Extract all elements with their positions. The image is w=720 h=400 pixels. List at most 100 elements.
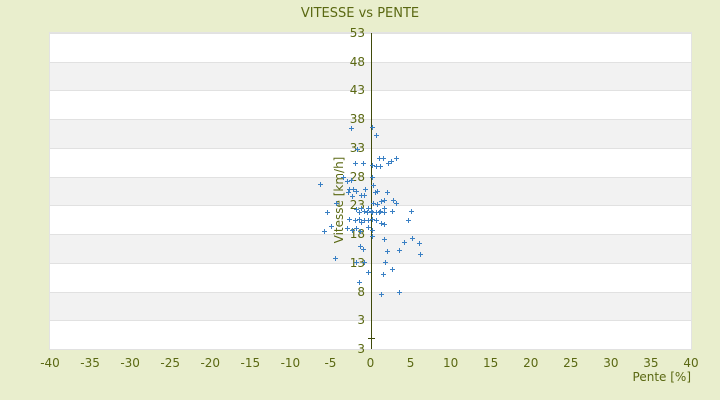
data-point bbox=[355, 146, 361, 152]
data-point bbox=[379, 292, 385, 298]
data-point bbox=[347, 187, 353, 193]
data-point bbox=[373, 164, 379, 170]
data-point bbox=[370, 216, 376, 222]
data-point bbox=[381, 206, 387, 212]
data-point bbox=[348, 177, 354, 183]
data-point bbox=[373, 209, 379, 215]
data-point bbox=[369, 227, 375, 233]
x-tick-label: -40 bbox=[40, 356, 60, 370]
x-tick-label: 0 bbox=[366, 356, 375, 370]
data-point bbox=[350, 227, 356, 233]
grid-line bbox=[50, 61, 691, 63]
x-tick-label: -10 bbox=[280, 356, 301, 370]
data-point bbox=[347, 216, 353, 222]
data-point bbox=[332, 255, 338, 261]
data-point bbox=[391, 197, 397, 203]
x-tick-label: -25 bbox=[160, 356, 180, 370]
y-tick-label: 43 bbox=[349, 83, 365, 98]
grid-band bbox=[50, 90, 691, 120]
x-tick-label: 15 bbox=[483, 356, 499, 370]
data-point bbox=[354, 207, 360, 213]
x-tick-label: 40 bbox=[683, 356, 699, 370]
data-point bbox=[418, 251, 424, 257]
data-point bbox=[384, 190, 390, 196]
x-tick-label: -5 bbox=[324, 356, 337, 370]
data-point bbox=[364, 210, 370, 216]
x-tick-label: 30 bbox=[603, 356, 619, 370]
x-axis-title: Pente [%] bbox=[632, 370, 691, 384]
x-tick-label: -35 bbox=[80, 356, 100, 370]
data-point bbox=[360, 161, 366, 167]
data-point bbox=[370, 210, 376, 216]
data-point bbox=[375, 202, 381, 208]
data-point bbox=[360, 246, 366, 252]
chart-title: VITESSE vs PENTE bbox=[300, 6, 420, 21]
zero-axis-tick bbox=[368, 338, 375, 339]
data-point bbox=[362, 259, 368, 265]
data-point bbox=[390, 267, 396, 273]
data-point bbox=[351, 187, 357, 193]
x-tick-label: -30 bbox=[120, 356, 140, 370]
grid-band bbox=[50, 234, 691, 263]
data-point bbox=[328, 223, 334, 229]
data-point bbox=[396, 248, 402, 254]
grid-line bbox=[50, 320, 691, 322]
data-point bbox=[350, 194, 356, 200]
zero-vertical-axis-line bbox=[371, 33, 372, 349]
data-point bbox=[356, 210, 362, 216]
data-point bbox=[408, 208, 414, 214]
data-point bbox=[369, 162, 375, 168]
data-point bbox=[352, 161, 358, 167]
x-tick-label: 20 bbox=[523, 356, 539, 370]
data-point bbox=[368, 208, 374, 214]
x-tick-label: 25 bbox=[563, 356, 579, 370]
data-point bbox=[374, 218, 380, 224]
y-tick-label: 38 bbox=[349, 112, 365, 127]
data-point bbox=[344, 179, 350, 185]
data-point bbox=[396, 289, 402, 295]
data-point bbox=[410, 235, 416, 241]
data-point bbox=[382, 222, 388, 228]
data-point bbox=[359, 206, 365, 212]
data-point bbox=[382, 197, 388, 203]
data-point bbox=[388, 158, 394, 164]
data-point bbox=[363, 186, 369, 192]
data-point bbox=[359, 192, 365, 198]
x-tick-label: 35 bbox=[643, 356, 659, 370]
grid-line bbox=[50, 234, 691, 236]
data-point bbox=[383, 260, 389, 266]
data-point bbox=[386, 161, 392, 167]
grid-line bbox=[50, 119, 691, 121]
grid-line bbox=[50, 147, 691, 149]
grid-band bbox=[50, 61, 691, 91]
data-point bbox=[356, 216, 362, 222]
data-point bbox=[362, 217, 368, 223]
grid-line bbox=[50, 349, 691, 350]
y-tick-label: 53 bbox=[349, 26, 365, 40]
grid-band bbox=[50, 33, 691, 62]
data-point bbox=[381, 236, 387, 242]
data-point bbox=[369, 125, 375, 131]
data-point bbox=[348, 126, 354, 132]
data-point bbox=[354, 259, 360, 265]
y-tick-label: 48 bbox=[349, 54, 365, 69]
data-point bbox=[317, 181, 323, 187]
data-point bbox=[372, 189, 378, 195]
data-point bbox=[359, 219, 365, 225]
data-point bbox=[394, 155, 400, 161]
data-point bbox=[354, 226, 360, 232]
grid-line bbox=[50, 291, 691, 293]
grid-band bbox=[50, 119, 691, 148]
data-point bbox=[405, 218, 411, 224]
data-point bbox=[366, 218, 372, 224]
grid-band bbox=[50, 205, 691, 235]
x-tick-label: -20 bbox=[200, 356, 221, 370]
grid-band bbox=[50, 320, 691, 349]
data-point bbox=[374, 133, 380, 139]
data-point bbox=[393, 200, 399, 206]
data-point bbox=[356, 280, 362, 286]
data-point bbox=[324, 210, 330, 216]
data-point bbox=[416, 241, 422, 247]
x-tick-label: 10 bbox=[442, 356, 459, 370]
